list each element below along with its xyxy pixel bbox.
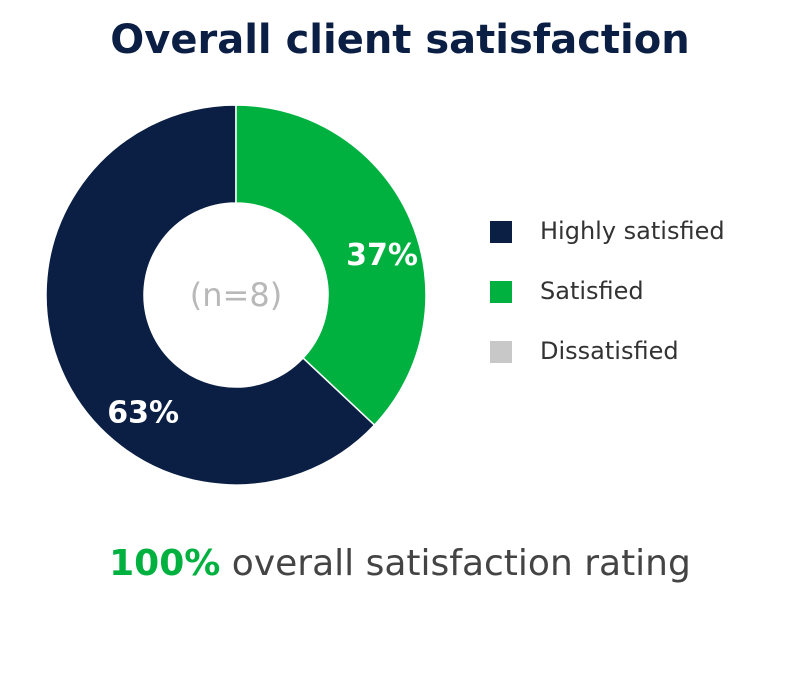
legend-label: Highly satisfied <box>540 217 725 245</box>
donut-segment <box>45 104 376 486</box>
legend-swatch <box>490 221 512 243</box>
chart-title: Overall client satisfaction <box>110 17 689 63</box>
footer: 100% overall satisfaction rating <box>109 543 691 584</box>
footer-highlight: 100% <box>109 543 220 584</box>
legend-swatch <box>490 341 512 363</box>
data-label: 37% <box>346 238 418 273</box>
footer-text: overall satisfaction rating <box>232 543 691 584</box>
donut-segment <box>235 104 427 427</box>
data-label: 63% <box>107 396 179 431</box>
legend-label: Satisfied <box>540 277 644 305</box>
legend-swatch <box>490 281 512 303</box>
center-label: (n=8) <box>190 276 282 314</box>
legend-label: Dissatisfied <box>540 337 679 365</box>
